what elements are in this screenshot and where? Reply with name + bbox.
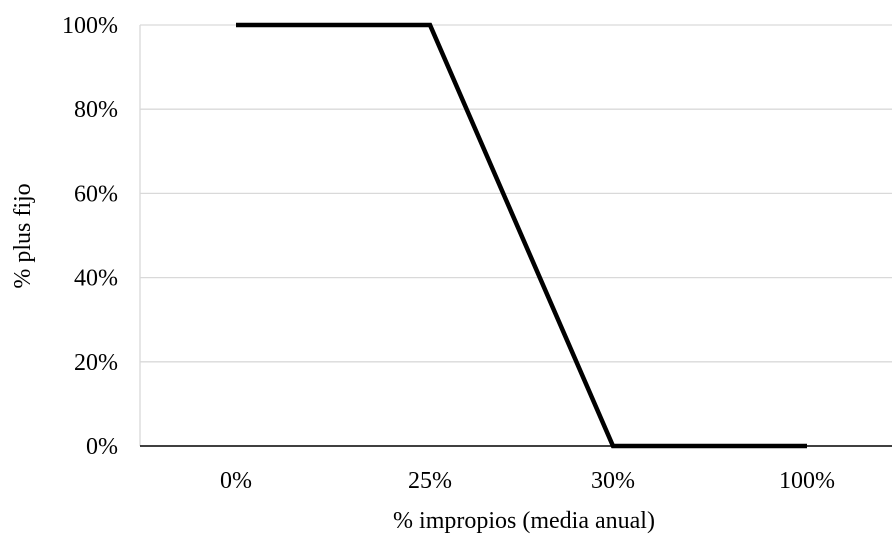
x-tick-label: 100%	[779, 468, 835, 494]
x-tick-label: 25%	[408, 468, 452, 494]
series-line	[236, 22, 807, 449]
series-layer	[236, 22, 807, 449]
y-tick-label: 40%	[74, 266, 118, 292]
x-tick-label: 0%	[220, 468, 252, 494]
x-tick-label: 30%	[591, 468, 635, 494]
x-axis-title: % impropios (media anual)	[393, 508, 655, 534]
y-tick-labels: 0% 20% 40% 60% 80% 100%	[62, 13, 118, 460]
y-tick-label: 20%	[74, 350, 118, 376]
y-axis-title: % plus fijo	[10, 183, 36, 288]
grid-lines	[140, 24, 892, 363]
y-tick-label: 60%	[74, 181, 118, 207]
x-tick-labels: 0% 25% 30% 100%	[220, 468, 835, 494]
axes	[139, 25, 892, 447]
y-tick-label: 100%	[62, 13, 118, 39]
y-tick-label: 80%	[74, 97, 118, 123]
y-tick-label: 0%	[86, 434, 118, 460]
